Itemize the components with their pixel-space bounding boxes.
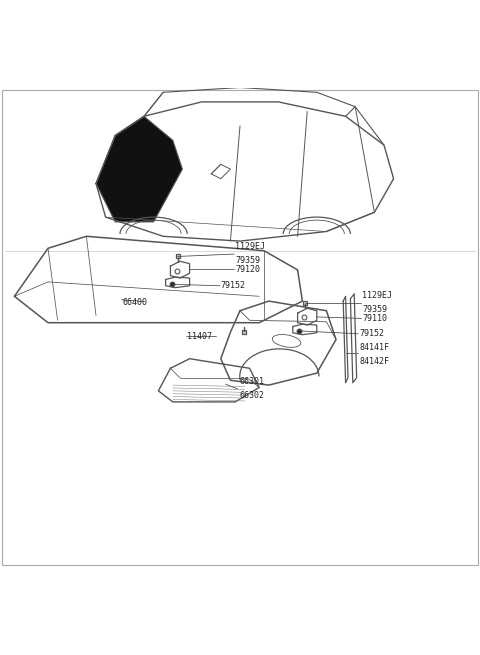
- Text: 84142F: 84142F: [359, 357, 389, 365]
- Text: 84141F: 84141F: [359, 343, 389, 352]
- Text: 66301: 66301: [239, 377, 264, 386]
- Text: 79120: 79120: [235, 265, 260, 274]
- Text: 79359: 79359: [235, 257, 260, 265]
- Text: 79152: 79152: [359, 329, 384, 338]
- Text: 1129EJ: 1129EJ: [362, 291, 392, 300]
- Text: 1129EJ: 1129EJ: [235, 242, 265, 251]
- Text: 11407: 11407: [187, 331, 212, 341]
- Text: 66302: 66302: [239, 391, 264, 400]
- Text: 79152: 79152: [221, 281, 246, 290]
- Text: 66400: 66400: [122, 298, 147, 307]
- Text: 79359: 79359: [362, 305, 387, 314]
- Text: 79110: 79110: [362, 314, 387, 323]
- Polygon shape: [96, 117, 182, 222]
